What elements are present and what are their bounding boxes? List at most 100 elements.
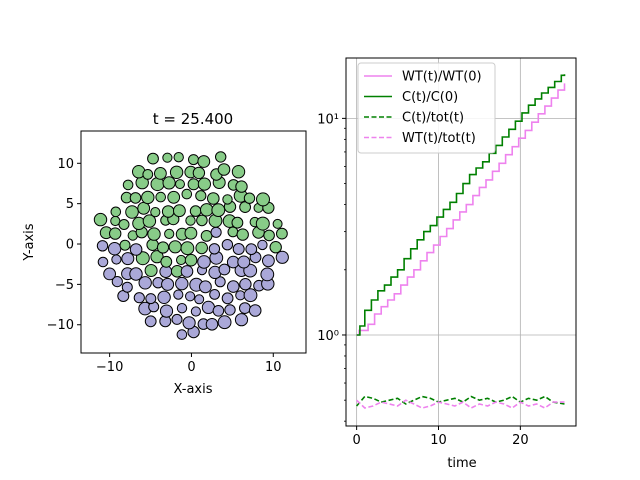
cell-green: [181, 188, 193, 200]
cell-green: [231, 216, 244, 229]
cell-green: [272, 218, 283, 229]
cell-green: [168, 240, 182, 254]
cell-green: [93, 212, 108, 227]
cell-purple: [275, 250, 289, 264]
cell-purple: [185, 291, 196, 302]
legend-label: C(t)/C(0): [402, 90, 458, 105]
cell-purple: [212, 305, 225, 317]
cell-green: [142, 214, 157, 228]
cell-purple: [144, 315, 157, 328]
timeseries-axes-frame: [345, 57, 577, 427]
cell-green: [122, 179, 134, 191]
scatter-ytick-label: −10: [47, 318, 74, 333]
cell-purple: [237, 255, 251, 269]
scatter-ticks: −10 0 10 −10 −5 0 5 10: [47, 157, 282, 375]
cell-purple: [221, 239, 234, 251]
cell-green: [167, 190, 181, 204]
cell-green: [176, 254, 187, 266]
cell-purple: [138, 276, 152, 290]
cell-green: [146, 238, 159, 252]
cell-purple: [111, 276, 123, 288]
cell-purple: [107, 242, 122, 256]
cell-purple: [197, 255, 211, 269]
cell-purple: [218, 263, 231, 276]
cell-purple: [145, 293, 157, 305]
cell-green: [236, 228, 249, 241]
cell-purple: [262, 254, 275, 268]
cell-green: [207, 192, 220, 205]
cell-purple: [176, 303, 188, 314]
cell-layer: [93, 151, 289, 340]
timeseries-lines: [355, 74, 566, 409]
cell-purple: [214, 276, 226, 288]
scatter-title: t = 25.400: [153, 110, 233, 128]
cell-green: [200, 230, 213, 242]
cell-purple: [176, 329, 188, 340]
cell-green: [184, 253, 198, 267]
cell-green: [155, 191, 166, 203]
timeseries-xtick-label: 10: [430, 433, 447, 448]
cell-green: [192, 166, 206, 180]
cell-green: [222, 194, 233, 205]
cell-green: [147, 152, 159, 165]
cell-purple: [180, 265, 194, 278]
cell-green: [137, 201, 151, 215]
cell-green: [185, 215, 196, 226]
cell-green: [150, 207, 161, 218]
cell-green: [197, 177, 211, 191]
cell-purple: [239, 278, 252, 291]
cell-green: [162, 176, 176, 190]
legend-label: WT(t)/WT(0): [402, 70, 482, 85]
cell-green: [173, 152, 184, 163]
cell-purple: [224, 304, 236, 316]
cell-purple: [103, 267, 116, 281]
cell-green: [169, 165, 184, 180]
cell-green: [180, 241, 195, 256]
cell-green: [147, 227, 161, 241]
cell-purple: [96, 240, 109, 252]
series-line-2: [355, 395, 565, 407]
cell-green: [141, 190, 155, 205]
cell-green: [211, 203, 226, 218]
cell-green: [150, 250, 164, 264]
cell-green: [129, 192, 142, 204]
cell-purple: [208, 243, 221, 255]
scatter-xlabel: X-axis: [174, 382, 213, 397]
timeseries-ytick-label: 10⁰: [317, 329, 339, 344]
cell-green: [217, 163, 231, 176]
cell-purple: [129, 243, 143, 256]
scatter-ylabel: Y-axis: [22, 223, 37, 261]
scatter-xtick-label: 0: [187, 360, 195, 375]
cell-purple: [226, 255, 240, 269]
timeseries-xtick-label: 0: [352, 433, 360, 448]
cell-green: [142, 169, 154, 180]
cell-green: [175, 179, 185, 190]
cell-purple: [260, 267, 275, 282]
scatter-axes-frame: [80, 130, 307, 354]
cell-green: [200, 203, 214, 217]
cell-green: [269, 241, 282, 254]
cell-purple: [209, 289, 221, 300]
cell-green: [195, 190, 207, 202]
scatter-xtick-label: 10: [265, 360, 282, 375]
cell-green: [256, 192, 270, 207]
cell-purple: [159, 304, 174, 318]
cell-green: [255, 216, 270, 231]
scatter-xtick-label: −10: [96, 360, 123, 375]
legend: WT(t)/WT(0) C(t)/C(0) C(t)/tot(t) WT(t)/tot…: [357, 62, 496, 154]
cell-purple: [199, 280, 212, 294]
scatter-panel: t = 25.400 −10 0 10 −10 −5 0 5 10 X-axis Y-axis: [22, 110, 307, 397]
cell-purple: [239, 302, 251, 315]
cell-purple: [248, 304, 262, 317]
cell-green: [125, 205, 139, 219]
series-line-1: [356, 74, 566, 336]
cell-purple: [121, 252, 135, 266]
cell-green: [119, 239, 131, 251]
cell-green: [215, 151, 227, 163]
cell-purple: [182, 316, 196, 330]
cell-purple: [121, 281, 133, 293]
cell-purple: [97, 256, 109, 268]
legend-label: WT(t)/tot(t): [402, 131, 476, 146]
cell-purple: [161, 277, 175, 291]
